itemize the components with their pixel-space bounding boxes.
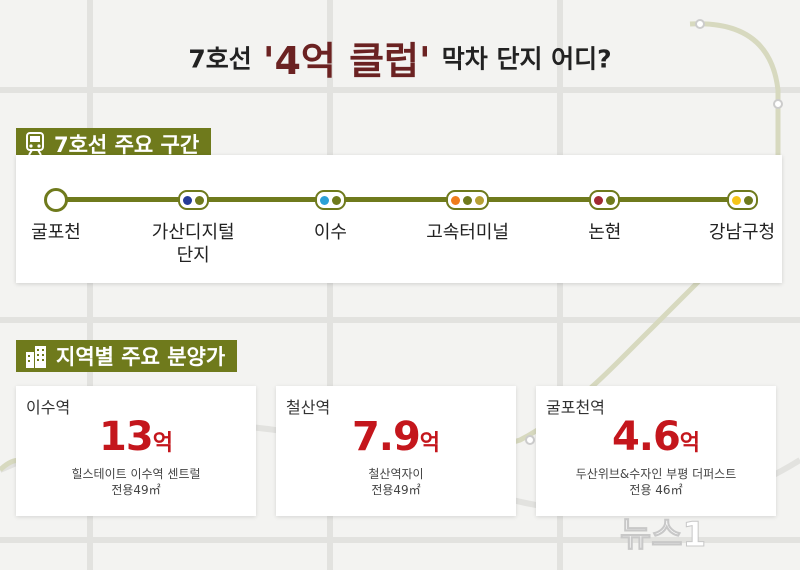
transfer-icon: [589, 190, 621, 210]
region-card: 철산역 7.9억 철산역자이 전용49㎡: [276, 386, 516, 516]
station-stop: 고속터미널: [408, 185, 528, 244]
station-marker: [133, 185, 253, 215]
line-color-dot: [606, 195, 616, 205]
complex-area: 전용49㎡: [371, 483, 421, 497]
card-description: 철산역자이 전용49㎡: [276, 466, 516, 498]
price-value: 13: [99, 414, 154, 460]
price-value: 7.9: [351, 414, 421, 460]
station-name: 가산디지털 단지: [151, 222, 235, 266]
transfer-icon: [314, 190, 346, 210]
line-color-dot: [182, 195, 192, 205]
page-title: 7호선 '4억 클럽' 막차 단지 어디?: [0, 30, 800, 85]
station-name: 강남구청: [708, 222, 776, 243]
price-value: 4.6: [611, 414, 681, 460]
region-card: 이수역 13억 힐스테이트 이수역 센트럴 전용49㎡: [16, 386, 256, 516]
route-section-label: 7호선 주요 구간: [54, 133, 200, 157]
card-price: 7.9억: [276, 414, 516, 460]
line-color-dot: [194, 195, 204, 205]
station-name: 이수: [313, 222, 347, 243]
card-price: 13억: [16, 414, 256, 460]
card-station: 이수역: [26, 398, 71, 417]
station-name: 논현: [588, 222, 622, 243]
station-stop: 굴포천: [0, 185, 116, 244]
line-color-dot: [451, 195, 461, 205]
building-icon: [26, 346, 46, 368]
title-main: '4억 클럽': [262, 39, 431, 83]
station-marker: [408, 185, 528, 215]
station-marker: [270, 185, 390, 215]
card-station: 굴포천역: [546, 398, 605, 417]
line-color-dot: [331, 195, 341, 205]
station-marker: [0, 185, 116, 215]
complex-name: 철산역자이: [368, 467, 424, 481]
transfer-icon: [177, 190, 209, 210]
news1-logo: 뉴스1: [620, 515, 707, 556]
route-section-header: 7호선 주요 구간: [16, 128, 212, 160]
card-station: 철산역: [286, 398, 331, 417]
station-stop: 강남구청: [682, 185, 800, 244]
price-unit: 억: [679, 431, 701, 456]
station-name: 굴포천: [31, 222, 81, 243]
region-section-header: 지역별 주요 분양가: [16, 340, 238, 372]
title-suffix: 막차 단지 어디?: [441, 44, 612, 74]
complex-name: 힐스테이트 이수역 센트럴: [71, 467, 201, 481]
complex-name: 두산위브&수자인 부평 더퍼스트: [575, 467, 737, 481]
card-description: 힐스테이트 이수역 센트럴 전용49㎡: [16, 466, 256, 498]
price-unit: 억: [419, 431, 441, 456]
line-color-dot: [319, 195, 329, 205]
region-card: 굴포천역 4.6억 두산위브&수자인 부평 더퍼스트 전용 46㎡: [536, 386, 776, 516]
complex-area: 전용 46㎡: [629, 483, 683, 497]
line-color-dot: [731, 195, 741, 205]
line-color-dot: [594, 195, 604, 205]
line-color-dot: [743, 195, 753, 205]
station-stop: 가산디지털 단지: [133, 185, 253, 267]
price-unit: 억: [152, 431, 173, 456]
complex-area: 전용49㎡: [111, 483, 161, 497]
logo-text: 뉴스1: [620, 515, 706, 555]
line7-track: [56, 197, 742, 202]
station-marker: [545, 185, 665, 215]
transfer-icon: [446, 190, 490, 210]
card-price: 4.6억: [536, 414, 776, 460]
station-name: 고속터미널: [426, 222, 509, 243]
title-prefix: 7호선: [188, 44, 252, 74]
terminal-ring-icon: [44, 188, 68, 212]
station-stop: 이수: [270, 185, 390, 244]
card-description: 두산위브&수자인 부평 더퍼스트 전용 46㎡: [536, 466, 776, 498]
route-panel: 굴포천 가산디지털 단지 이수 고속터미널 논현 강남구청: [16, 155, 782, 283]
line-color-dot: [463, 195, 473, 205]
region-section-label: 지역별 주요 분양가: [56, 345, 226, 369]
station-stop: 논현: [545, 185, 665, 244]
transfer-icon: [726, 190, 758, 210]
train-icon: [26, 132, 44, 156]
line-color-dot: [475, 195, 485, 205]
station-marker: [682, 185, 800, 215]
